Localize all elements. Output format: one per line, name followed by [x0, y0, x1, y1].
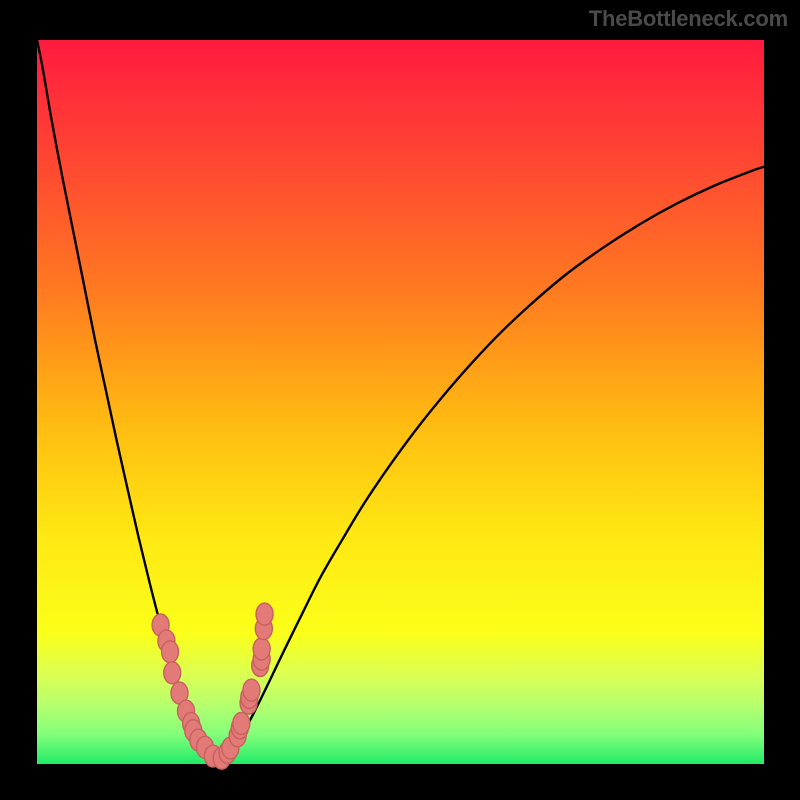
watermark-text: TheBottleneck.com [589, 6, 788, 32]
bottleneck-chart: TheBottleneck.com [0, 0, 800, 800]
data-marker [256, 603, 273, 625]
data-marker [243, 679, 260, 701]
plot-background [37, 40, 764, 764]
chart-svg [0, 0, 800, 800]
data-marker [162, 641, 179, 663]
data-marker [233, 712, 250, 734]
data-marker [164, 662, 181, 684]
data-marker [253, 638, 270, 660]
